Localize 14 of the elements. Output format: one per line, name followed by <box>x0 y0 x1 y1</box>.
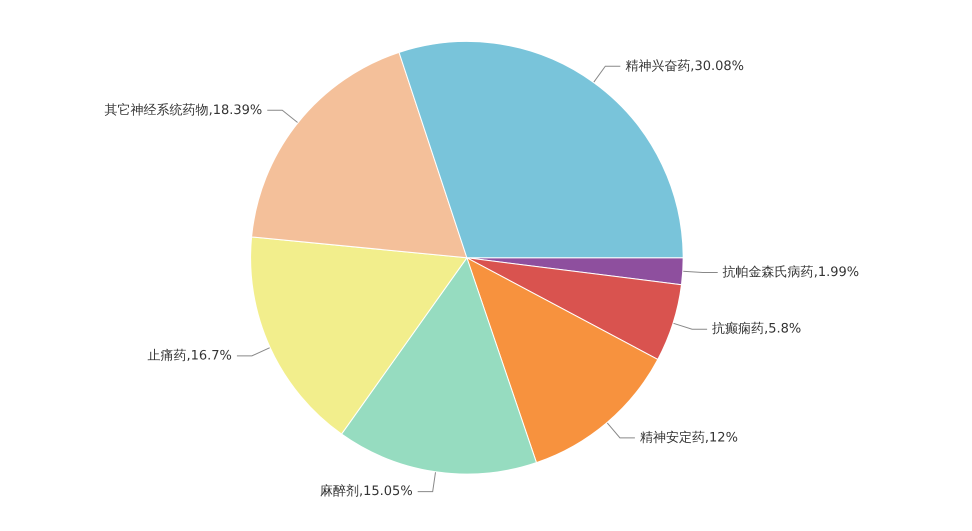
data-label: ,18.39% <box>208 102 262 118</box>
slice-label: 止痛药 <box>147 348 186 364</box>
slice-label: 精神安定药 <box>640 429 705 446</box>
slice-label: 麻醉剂 <box>320 483 359 500</box>
slice-label: 精神兴奋药 <box>625 58 690 74</box>
slice-label: 抗癫痫药 <box>712 322 764 337</box>
data-label: ,12% <box>704 430 738 446</box>
data-label: ,1.99% <box>814 265 860 280</box>
data-label: ,15.05% <box>358 484 413 500</box>
data-label: ,5.8% <box>764 322 802 337</box>
slice-label: 其它神经系统药物 <box>104 102 209 118</box>
data-label: ,30.08% <box>690 58 744 74</box>
data-label: ,16.7% <box>186 348 232 364</box>
slice-label: 抗帕金森氏病药 <box>722 265 814 280</box>
